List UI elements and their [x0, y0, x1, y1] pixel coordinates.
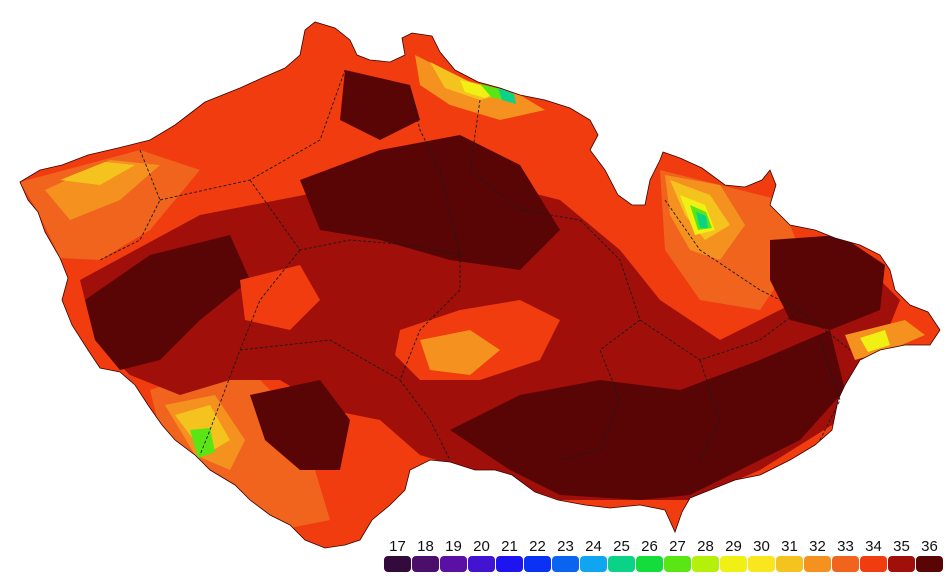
heat-zone-31-ore-mountains [60, 162, 135, 185]
legend-label: 35 [893, 538, 910, 555]
boundary-line [469, 99, 581, 221]
boundary-line [409, 89, 461, 256]
legend-label: 36 [921, 538, 938, 555]
legend-label: 18 [417, 538, 434, 555]
boundary-line [249, 179, 461, 256]
heat-zone-36-northeast [770, 235, 885, 330]
legend-label: 20 [473, 538, 490, 555]
heat-zone-25-snezka [498, 88, 516, 104]
legend-swatch [552, 556, 579, 572]
heat-zone-27-sumava [190, 428, 215, 458]
heat-zone-36-west [85, 235, 250, 370]
heat-zone-36-north [340, 70, 420, 140]
boundary-line [399, 379, 451, 461]
legend-label: 26 [641, 538, 658, 555]
heat-zone-32-highlands [420, 330, 500, 375]
legend-swatch [580, 556, 607, 572]
boundary-line [664, 199, 851, 351]
legend-swatch [412, 556, 439, 572]
boundary-line [239, 339, 401, 381]
legend-swatch [524, 556, 551, 572]
boundary-line [819, 339, 841, 441]
legend-swatch [440, 556, 467, 572]
heat-zone-32-ore-mountains [45, 160, 160, 220]
boundary-line [99, 149, 161, 261]
legend-swatch [832, 556, 859, 572]
legend-swatch [608, 556, 635, 572]
regional-boundaries [99, 69, 851, 461]
legend-swatch [804, 556, 831, 572]
boundary-line [399, 255, 461, 381]
legend-label: 28 [697, 538, 714, 555]
heat-zone-36-south-bohemia [250, 380, 350, 470]
legend-swatch [720, 556, 747, 572]
legend-label: 30 [753, 538, 770, 555]
boundary-line [639, 309, 801, 361]
heat-zone-29-beskydy [860, 330, 890, 352]
legend-label: 23 [557, 538, 574, 555]
legend-label: 34 [865, 538, 882, 555]
legend-label: 33 [837, 538, 854, 555]
legend-label: 32 [809, 538, 826, 555]
legend-swatch [636, 556, 663, 572]
legend-swatch [748, 556, 775, 572]
legend-swatch [496, 556, 523, 572]
legend-swatch [888, 556, 915, 572]
legend-label: 17 [389, 538, 406, 555]
heat-zone-36-central-bohemia [300, 135, 560, 270]
boundary-line [699, 359, 721, 461]
heat-zone-36-south-moravia [450, 330, 845, 500]
legend-swatch [468, 556, 495, 572]
heat-zone-33-west [20, 150, 200, 260]
boundary-line [159, 69, 346, 201]
legend-swatch [664, 556, 691, 572]
legend-swatch [384, 556, 411, 572]
legend-label: 19 [445, 538, 462, 555]
heat-zone-25-praded [696, 212, 708, 228]
legend-swatch [916, 556, 943, 572]
legend-swatch [692, 556, 719, 572]
legend-label: 21 [501, 538, 518, 555]
legend-swatch [860, 556, 887, 572]
legend-swatch [776, 556, 803, 572]
heat-zone-34-plzen [240, 265, 320, 330]
legend-label: 29 [725, 538, 742, 555]
temperature-legend: 17 18 19 20 21 22 23 24 25 26 27 28 29 30 31 32 33 34 35 36 [383, 538, 943, 576]
legend-label: 24 [585, 538, 602, 555]
legend-label: 27 [669, 538, 686, 555]
legend-label: 31 [781, 538, 798, 555]
legend-label: 22 [529, 538, 546, 555]
legend-label: 25 [613, 538, 630, 555]
boundary-line [559, 349, 621, 461]
